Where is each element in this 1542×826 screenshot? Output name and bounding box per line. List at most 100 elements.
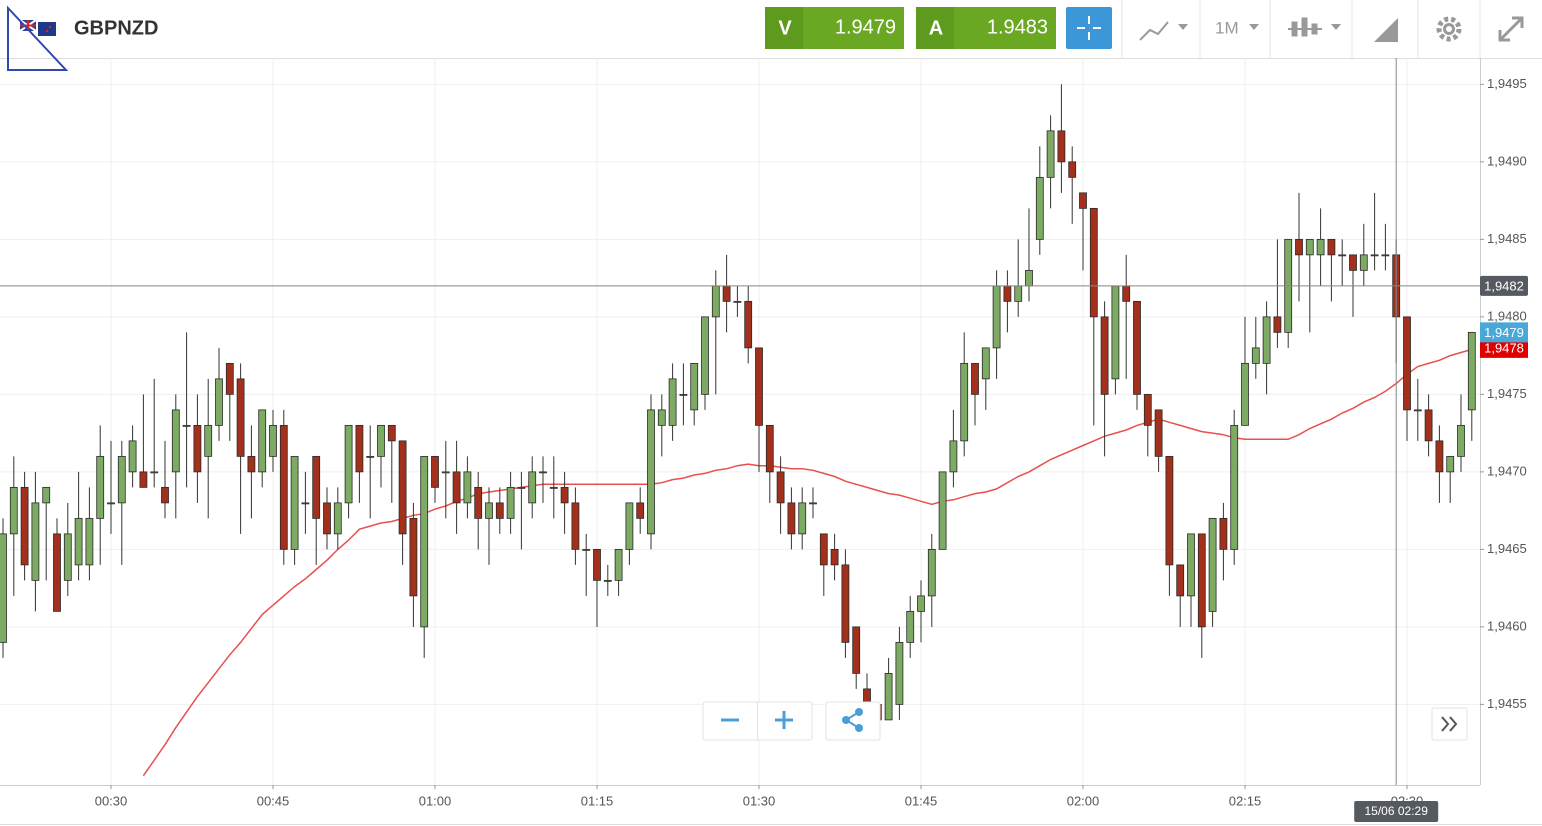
y-tick-label: 1,9475	[1487, 386, 1527, 401]
candle-body	[668, 378, 677, 426]
candle-body	[495, 502, 504, 519]
candle-body	[571, 502, 580, 550]
candle-body	[776, 471, 785, 504]
share-button[interactable]	[825, 701, 881, 741]
candle-body	[366, 455, 375, 458]
candle-body	[1111, 285, 1120, 380]
candle-body	[333, 502, 342, 535]
candle-body	[906, 610, 915, 643]
x-tick-label: 01:45	[905, 793, 938, 808]
candle-body	[225, 362, 234, 395]
candle-body	[1424, 409, 1433, 442]
candle-body	[258, 409, 267, 473]
candle-body	[182, 424, 191, 427]
candle-body	[593, 548, 601, 581]
candle-style-button[interactable]	[1288, 17, 1341, 37]
candle-body	[150, 471, 159, 474]
candle-body	[690, 362, 699, 411]
candle-body	[722, 285, 731, 302]
candle-body	[441, 471, 450, 474]
candle-body	[549, 486, 558, 489]
buy-label: A	[929, 17, 943, 39]
candle-body	[96, 455, 105, 519]
candle-body	[830, 548, 839, 566]
candle-body	[1089, 207, 1098, 318]
y-tick-label: 1,9485	[1487, 231, 1527, 246]
timeframe: 1M	[1215, 18, 1239, 37]
candle-body	[420, 455, 429, 628]
candle-body	[1143, 393, 1152, 426]
candle-body	[1003, 285, 1012, 302]
candle-body	[1241, 362, 1249, 426]
x-tick-label: 00:45	[257, 793, 290, 808]
candle-body	[895, 641, 904, 705]
candle-body	[463, 471, 472, 504]
zoom-in-button[interactable]	[775, 711, 793, 729]
candle-body	[485, 502, 493, 519]
candle-body	[917, 595, 925, 612]
candle-body	[960, 362, 969, 442]
candle-body	[884, 672, 893, 721]
candle-body	[841, 564, 850, 643]
candle-body	[1381, 254, 1390, 257]
crosshair-y-box	[1480, 275, 1528, 296]
price-tag-label: 1,9478	[1484, 340, 1524, 355]
scroll-right-button[interactable]	[1431, 707, 1468, 741]
candle-body	[636, 502, 645, 519]
candle-body	[204, 424, 213, 457]
candle-body	[744, 300, 753, 349]
candle-body	[711, 285, 720, 318]
candle-body	[1197, 533, 1206, 628]
candle-body	[398, 440, 407, 535]
candle-body	[1230, 424, 1239, 550]
moving-average	[142, 348, 1473, 777]
timeframe-button[interactable]: 1M	[1215, 18, 1259, 37]
candle-body	[323, 502, 331, 535]
sell-button[interactable]: V 1.9479	[765, 7, 904, 49]
settings-button[interactable]	[1436, 16, 1462, 42]
candle-body	[1435, 440, 1444, 473]
candle-body	[506, 486, 515, 519]
crosshair-button[interactable]	[1066, 7, 1112, 49]
candle-body	[733, 300, 742, 303]
candle-body	[139, 471, 148, 488]
candle-body	[701, 316, 709, 395]
candle-body	[1046, 130, 1055, 178]
candle-body	[1251, 347, 1260, 364]
crosshair-y-label: 1,9482	[1484, 278, 1524, 293]
candle-body	[852, 626, 861, 674]
candle-body	[949, 440, 958, 473]
candle-body	[528, 471, 537, 504]
candle-body	[1208, 517, 1217, 612]
candle-body	[290, 455, 299, 550]
x-tick-label: 02:15	[1229, 793, 1262, 808]
candle-body	[819, 533, 828, 566]
candle-body	[236, 378, 245, 457]
candle-body	[355, 424, 364, 473]
candle-body	[1446, 455, 1455, 473]
candle-body	[20, 486, 29, 566]
draw-button[interactable]	[1374, 18, 1398, 42]
buy-button[interactable]: A 1.9483	[916, 7, 1056, 49]
candle-body	[312, 455, 321, 519]
candle-body	[1035, 176, 1044, 240]
x-tick-label: 01:30	[743, 793, 776, 808]
candle-body	[53, 533, 61, 612]
candle-body	[1457, 424, 1465, 457]
y-tick-label: 1,9495	[1487, 76, 1527, 91]
candle-body	[1100, 316, 1109, 395]
fullscreen-button[interactable]	[1498, 16, 1524, 42]
candle-body	[992, 285, 1001, 349]
candle-body	[409, 517, 418, 597]
candle-body	[63, 533, 72, 581]
chart-type-button[interactable]	[1139, 21, 1188, 41]
candle-body	[301, 502, 310, 505]
candle-body	[215, 378, 223, 426]
candle-body	[431, 455, 439, 488]
header-separators	[1121, 0, 1481, 58]
y-tick-label: 1,9455	[1487, 696, 1527, 711]
candle-body	[42, 486, 51, 504]
candle-body	[1014, 285, 1023, 302]
candle-body	[1338, 254, 1347, 257]
